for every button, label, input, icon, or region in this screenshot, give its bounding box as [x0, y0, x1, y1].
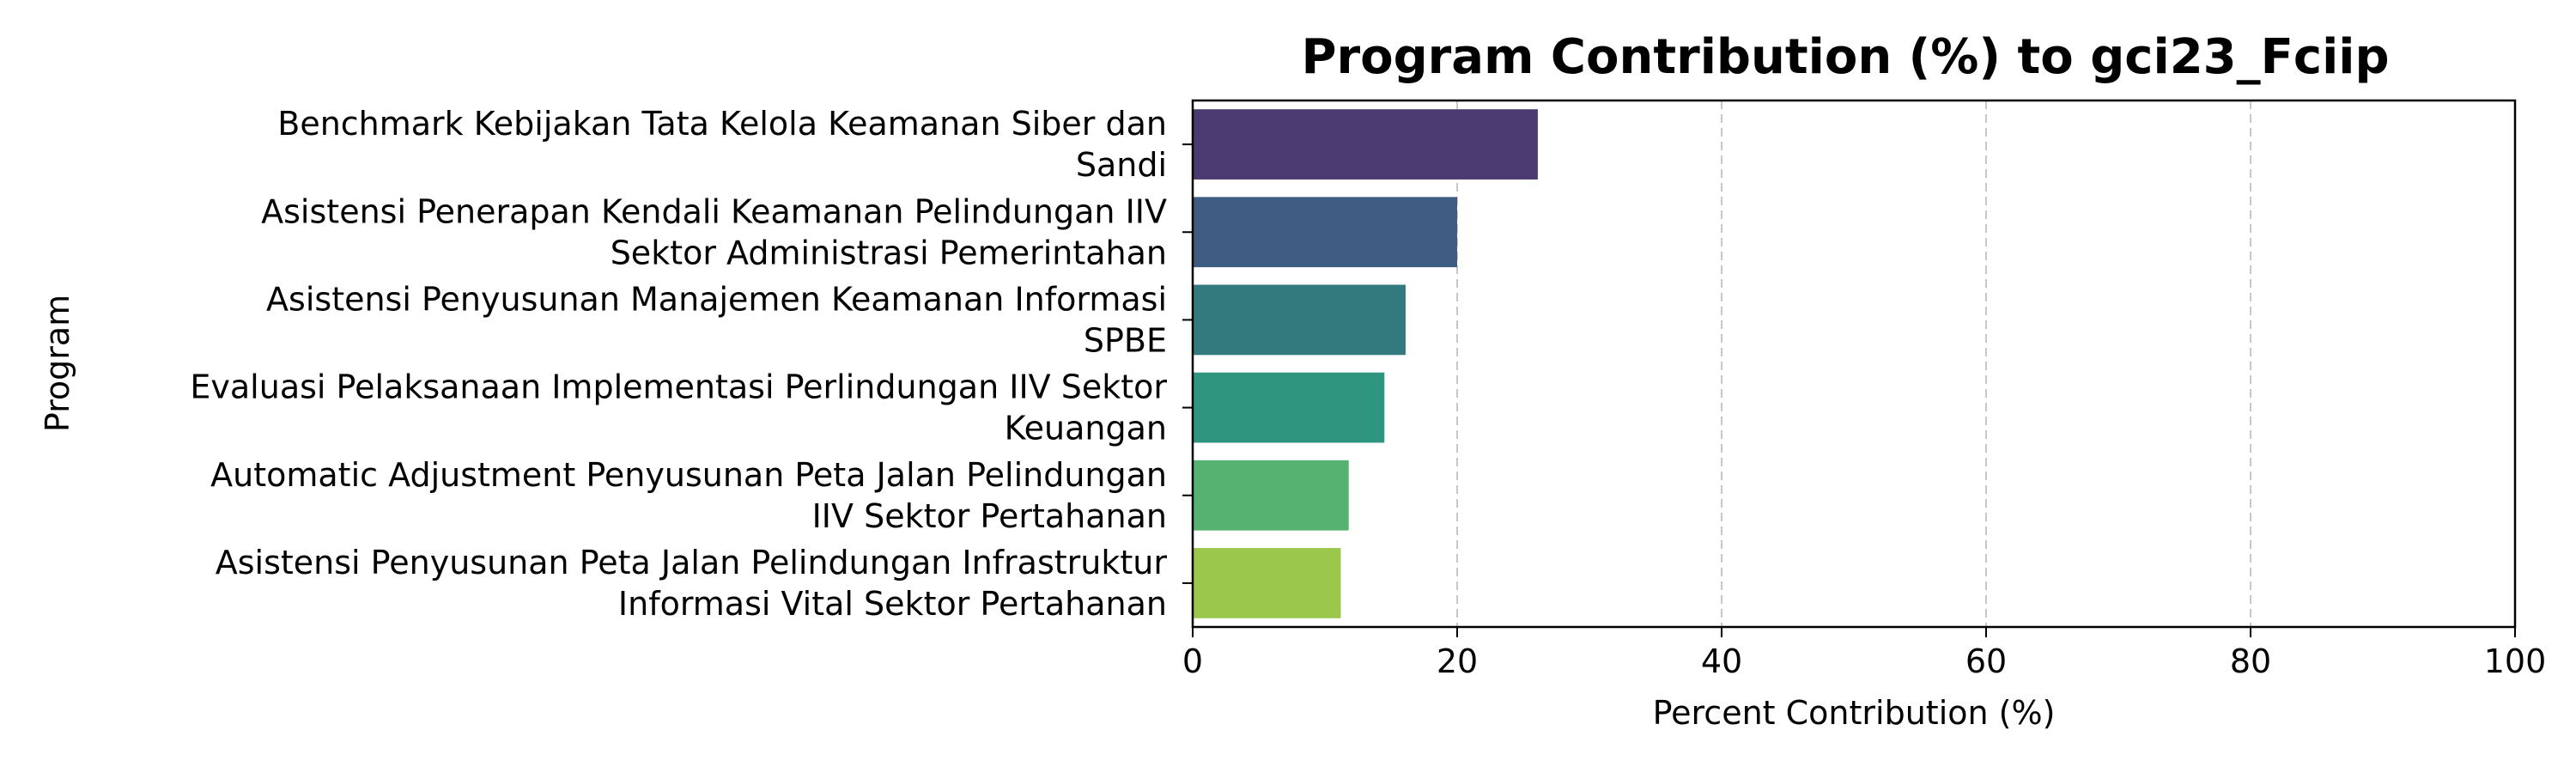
plot-frame [1191, 99, 2517, 629]
bars [1193, 109, 1538, 618]
y-tick-label: Benchmark Kebijakan Tata Kelola Keamanan… [277, 105, 1167, 143]
bar [1193, 197, 1457, 268]
y-axis: Benchmark Kebijakan Tata Kelola Keamanan… [190, 105, 1193, 623]
y-tick-label: Keuangan [1005, 410, 1167, 447]
y-tick-label: Asistensi Penerapan Kendali Keamanan Pel… [261, 192, 1167, 230]
bar [1193, 109, 1538, 180]
y-tick-label: Evaluasi Pelaksanaan Implementasi Perlin… [190, 368, 1167, 406]
y-tick-label: IIV Sektor Pertahanan [812, 497, 1167, 535]
y-axis-label: Program [39, 295, 76, 432]
bar [1193, 284, 1406, 356]
x-axis: 0 20 40 60 80 100 [1182, 627, 2546, 680]
x-tick-label: 60 [1965, 642, 2007, 680]
chart-title: Program Contribution (%) to gci23_Fciip [1301, 29, 2389, 85]
y-tick-label: Sektor Administrasi Pemerintahan [611, 234, 1167, 271]
x-tick-label: 0 [1182, 642, 1203, 680]
bar [1193, 460, 1349, 531]
y-tick-label: Informasi Vital Sektor Pertahanan [618, 585, 1167, 623]
bar [1193, 372, 1385, 443]
y-tick-label: Sandi [1076, 146, 1167, 184]
x-axis-label: Percent Contribution (%) [1653, 694, 2056, 732]
y-tick-label: Asistensi Penyusunan Peta Jalan Pelindun… [216, 544, 1168, 581]
x-tick-label: 100 [2484, 642, 2547, 680]
y-tick-label: Asistensi Penyusunan Manajemen Keamanan … [266, 280, 1167, 318]
x-tick-label: 40 [1701, 642, 1742, 680]
x-tick-label: 20 [1437, 642, 1478, 680]
y-tick-label: SPBE [1084, 321, 1167, 359]
gridlines [1456, 100, 2251, 627]
y-tick-label: Automatic Adjustment Penyusunan Peta Jal… [210, 456, 1167, 494]
x-tick-label: 80 [2230, 642, 2271, 680]
bar [1193, 548, 1341, 618]
